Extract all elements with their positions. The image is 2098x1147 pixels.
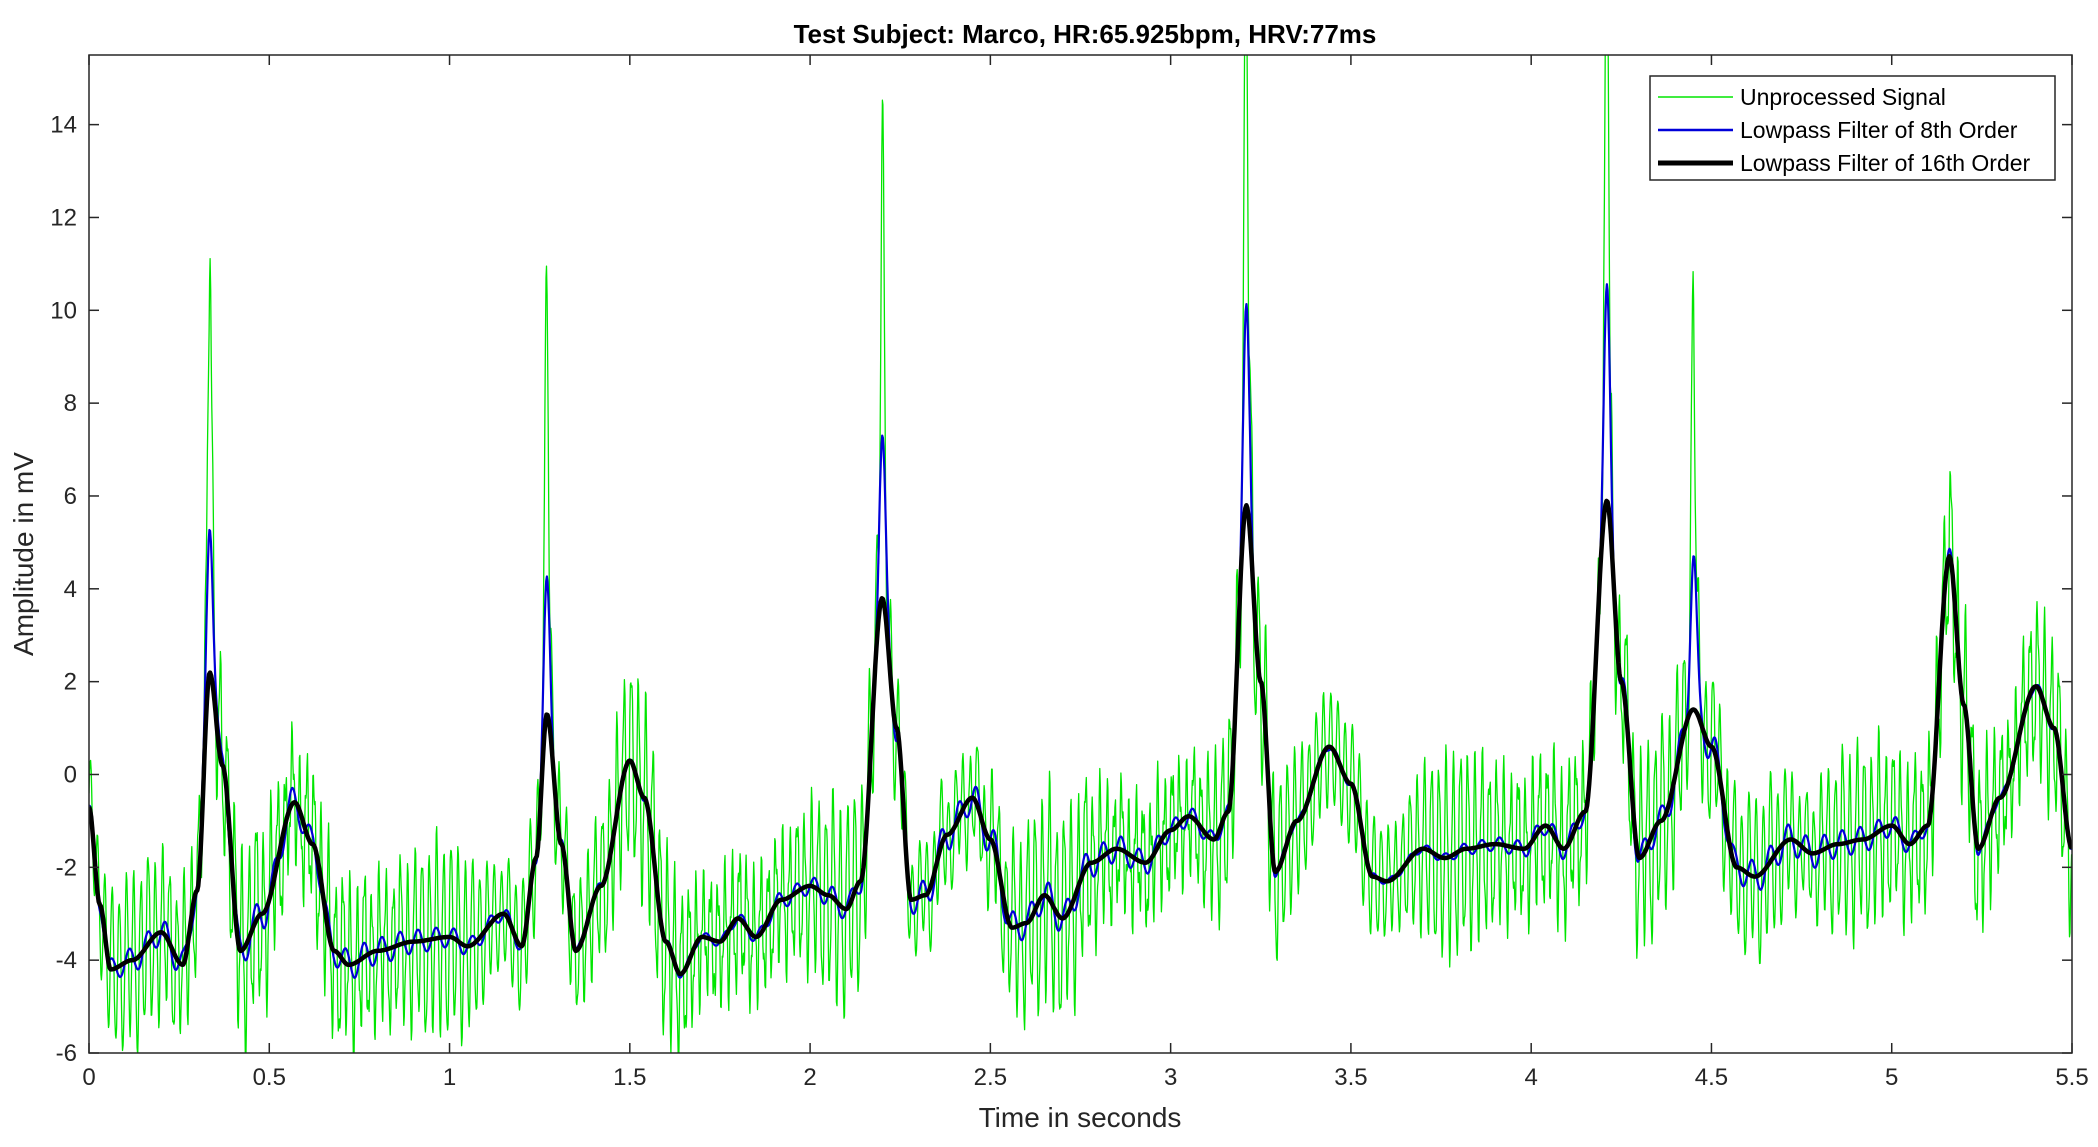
x-ticks: 0 0.5 1 1.5 2 2.5 3 3.5 4 4.5 5 5.5 <box>82 55 2089 1091</box>
x-tick-label: 1 <box>443 1064 456 1091</box>
x-tick-label: 4.5 <box>1695 1064 1728 1091</box>
x-tick-label: 0 <box>82 1064 95 1091</box>
plot-area: 0 0.5 1 1.5 2 2.5 3 3.5 4 4.5 5 5.5 -6 -4 -2 0 2 4 6 8 10 12… <box>50 54 2089 1091</box>
y-tick-label: -4 <box>56 947 77 974</box>
legend-item-unprocessed: Unprocessed Signal <box>1658 84 1946 110</box>
x-tick-label: 3 <box>1164 1064 1177 1091</box>
legend: Unprocessed Signal Lowpass Filter of 8th… <box>1649 75 2056 181</box>
y-ticks: -6 -4 -2 0 2 4 6 8 10 12 14 <box>50 112 2072 1067</box>
legend-label-lowpass-8: Lowpass Filter of 8th Order <box>1740 117 2018 143</box>
y-tick-label: 4 <box>64 576 77 603</box>
y-tick-label: 10 <box>50 297 77 324</box>
legend-item-lowpass-8: Lowpass Filter of 8th Order <box>1658 117 2018 143</box>
x-tick-label: 1.5 <box>613 1064 646 1091</box>
x-tick-label: 4 <box>1525 1064 1538 1091</box>
chart-title: Test Subject: Marco, HR:65.925bpm, HRV:7… <box>794 19 1377 49</box>
x-tick-label: 5.5 <box>2055 1064 2088 1091</box>
x-tick-label: 2.5 <box>974 1064 1007 1091</box>
y-tick-label: 8 <box>64 390 77 417</box>
legend-label-lowpass-16: Lowpass Filter of 16th Order <box>1740 150 2031 176</box>
y-tick-label: -6 <box>56 1040 77 1067</box>
y-axis-label: Amplitude in mV <box>8 452 39 656</box>
x-tick-label: 5 <box>1885 1064 1898 1091</box>
y-tick-label: 2 <box>64 669 77 696</box>
series-layer <box>89 55 2072 1053</box>
axes-box <box>88 54 2073 1054</box>
y-tick-label: 6 <box>64 483 77 510</box>
series-lowpass-16-line <box>89 498 2072 977</box>
y-tick-label: 14 <box>50 112 77 139</box>
x-tick-label: 2 <box>803 1064 816 1091</box>
series-unprocessed-line <box>89 55 2072 1053</box>
x-tick-label: 3.5 <box>1334 1064 1367 1091</box>
y-tick-label: 12 <box>50 204 77 231</box>
x-axis-label: Time in seconds <box>979 1102 1182 1133</box>
y-tick-label: -2 <box>56 854 77 881</box>
legend-label-unprocessed: Unprocessed Signal <box>1740 84 1946 110</box>
legend-item-lowpass-16: Lowpass Filter of 16th Order <box>1658 150 2031 176</box>
x-tick-label: 0.5 <box>253 1064 286 1091</box>
y-tick-label: 0 <box>64 761 77 788</box>
